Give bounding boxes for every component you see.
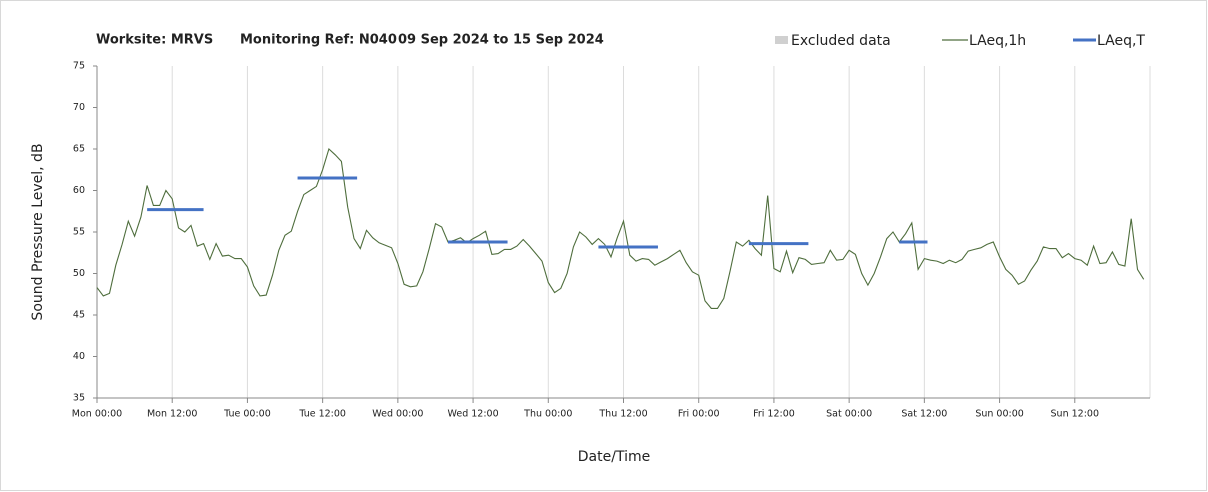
x-tick-label: Sun 00:00 xyxy=(975,409,1023,420)
x-tick-label: Mon 00:00 xyxy=(72,409,122,420)
x-axis-label: Date/Time xyxy=(578,449,650,465)
x-tick-label: Wed 12:00 xyxy=(448,409,499,420)
y-axis-label: Sound Pressure Level, dB xyxy=(30,143,46,320)
y-tick-label: 55 xyxy=(73,227,85,238)
y-tick-label: 45 xyxy=(73,310,85,321)
legend-label: LAeq,1h xyxy=(969,33,1026,49)
y-tick-label: 70 xyxy=(73,102,85,113)
x-tick-label: Sat 12:00 xyxy=(901,409,947,420)
x-tick-label: Thu 00:00 xyxy=(523,409,572,420)
y-tick-label: 75 xyxy=(73,61,85,72)
y-tick-label: 60 xyxy=(73,185,85,196)
y-tick-label: 65 xyxy=(73,144,85,155)
x-tick-label: Thu 12:00 xyxy=(598,409,647,420)
x-tick-label: Sat 00:00 xyxy=(826,409,872,420)
x-tick-label: Fri 12:00 xyxy=(753,409,795,420)
y-tick-label: 35 xyxy=(73,393,85,404)
title-part: Monitoring Ref: N040 xyxy=(240,33,397,48)
legend-swatch xyxy=(775,36,788,44)
x-tick-label: Wed 00:00 xyxy=(372,409,423,420)
legend-label: Excluded data xyxy=(791,33,891,49)
data-line xyxy=(96,148,1145,309)
x-tick-label: Mon 12:00 xyxy=(147,409,197,420)
x-tick-label: Sun 12:00 xyxy=(1051,409,1099,420)
legend-label: LAeq,T xyxy=(1097,33,1145,49)
title-part: 09 Sep 2024 to 15 Sep 2024 xyxy=(398,33,604,48)
x-tick-label: Fri 00:00 xyxy=(678,409,720,420)
title-part: Worksite: MRVS xyxy=(96,33,213,48)
y-tick-label: 50 xyxy=(73,268,85,279)
x-tick-label: Tue 00:00 xyxy=(223,409,271,420)
y-tick-label: 40 xyxy=(73,351,85,362)
x-tick-label: Tue 12:00 xyxy=(298,409,346,420)
